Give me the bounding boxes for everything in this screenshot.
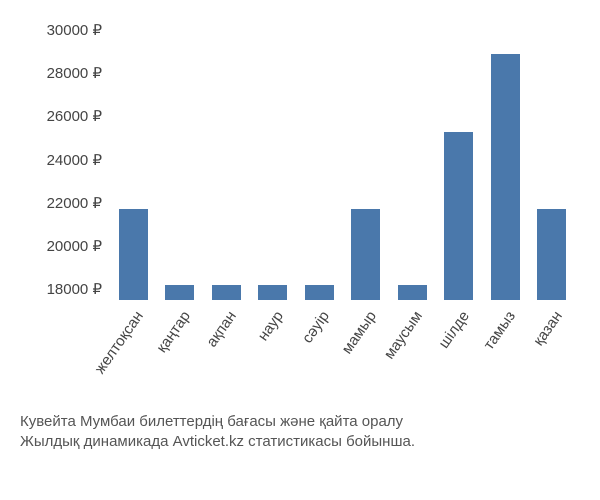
x-label-slot: сәуір [296,300,343,400]
bar [165,285,194,300]
bar [212,285,241,300]
bar-slot [343,30,390,300]
x-tick-label: ақпан [204,308,241,350]
ticket-price-chart: 18000 ₽ 20000 ₽ 22000 ₽ 24000 ₽ 26000 ₽ 28000… [20,20,580,400]
y-tick-label: 20000 ₽ [20,237,102,255]
caption-line-1: Кувейта Мумбаи билеттердің бағасы және қ… [20,412,580,432]
bar [537,209,566,300]
bar-slot [250,30,297,300]
y-tick-label: 18000 ₽ [20,280,102,298]
bar [119,209,148,300]
bar-slot [389,30,436,300]
x-tick-label: наур [254,308,286,344]
bar [444,132,473,300]
bars-container [110,30,575,300]
y-tick-label: 28000 ₽ [20,64,102,82]
y-tick-label: 24000 ₽ [20,151,102,169]
bar [491,54,520,300]
plot-area [110,30,575,300]
bar-slot [296,30,343,300]
y-tick-label: 26000 ₽ [20,107,102,125]
x-tick-label: шілде [435,308,473,352]
bar-slot [110,30,157,300]
bar [351,209,380,300]
bar [398,285,427,300]
caption-line-2: Жылдық динамикада Avticket.kz статистика… [20,432,580,452]
x-axis: желтоқсанқаңтарақпаннаурсәуірмамырмаусым… [110,300,575,400]
x-tick-label: мамыр [338,308,380,357]
bar-slot [482,30,529,300]
bar [305,285,334,300]
x-label-slot: ақпан [203,300,250,400]
x-label-slot: наур [250,300,297,400]
x-label-slot: шілде [436,300,483,400]
y-tick-label: 30000 ₽ [20,21,102,39]
y-axis: 18000 ₽ 20000 ₽ 22000 ₽ 24000 ₽ 26000 ₽ 28000… [20,30,110,300]
x-label-slot: желтоқсан [110,300,157,400]
x-tick-label: сәуір [299,308,333,346]
bar-slot [436,30,483,300]
x-label-slot: қазан [529,300,576,400]
x-label-slot: тамыз [482,300,529,400]
x-tick-label: желтоқсан [92,308,147,377]
bar [258,285,287,300]
x-label-slot: маусым [389,300,436,400]
bar-slot [203,30,250,300]
x-tick-label: қазан [530,308,566,349]
y-tick-label: 22000 ₽ [20,194,102,212]
x-tick-label: қаңтар [153,308,194,356]
x-tick-label: тамыз [481,308,520,353]
chart-caption: Кувейта Мумбаи билеттердің бағасы және қ… [20,412,580,453]
bar-slot [529,30,576,300]
bar-slot [157,30,204,300]
x-label-slot: қаңтар [157,300,204,400]
